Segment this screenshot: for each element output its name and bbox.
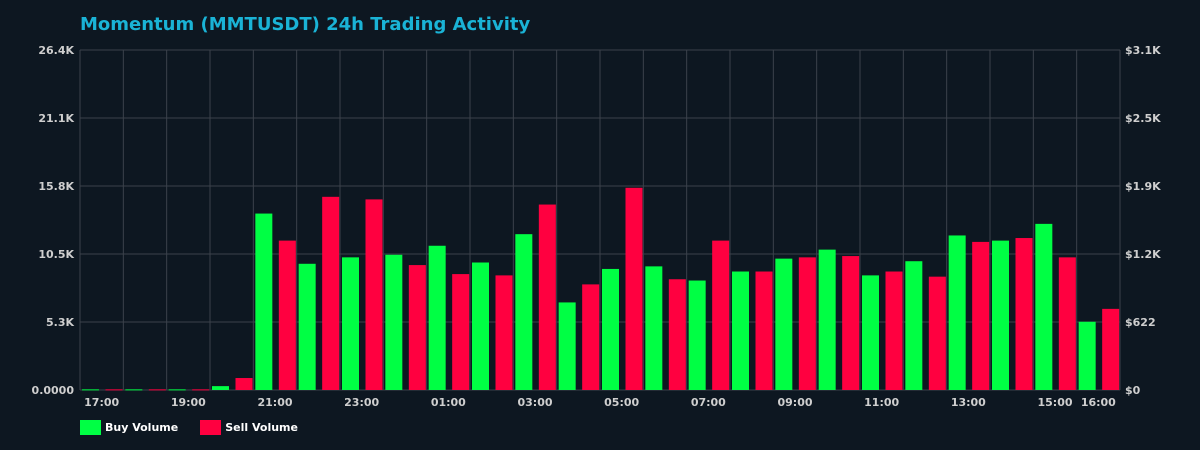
buy-volume-bar [212,386,229,390]
sell-volume-bar [928,276,946,390]
sell-volume-bar [842,256,860,390]
y2-tick-label: $0 [1125,384,1141,397]
buy-volume-bar [645,266,663,390]
sell-volume-bar [452,274,470,390]
y-tick-label: 21.1K [38,112,74,125]
x-tick-label: 09:00 [777,396,812,409]
y2-tick-label: $622 [1125,316,1156,329]
x-tick-label: 21:00 [257,396,292,409]
y-tick-label: 5.3K [46,316,74,329]
x-tick-label: 13:00 [951,396,986,409]
x-tick-label: 01:00 [431,396,466,409]
x-tick-label: 17:00 [84,396,119,409]
sell-volume-bar [278,240,296,390]
buy-volume-bar [342,257,359,390]
buy-volume-bar [905,261,923,390]
buy-volume-bar [472,262,489,390]
legend-item-buy: Buy Volume [80,420,178,435]
buy-volume-bar [385,254,403,390]
buy-volume-bar [818,249,836,390]
sell-volume-bar [625,187,643,390]
y-tick-label: 10.5K [38,248,74,261]
buy-volume-bar [125,389,143,391]
x-tick-label: 15:00 [1037,396,1072,409]
sell-volume-bar [365,199,383,390]
sell-volume-bar [105,389,123,391]
y2-tick-label: $2.5K [1125,112,1161,125]
buy-volume-bar [255,213,273,390]
sell-volume-bar [712,240,730,390]
x-tick-label: 07:00 [691,396,726,409]
legend: Buy Volume Sell Volume [80,420,298,435]
sell-volume-bar [235,378,253,390]
buy-volume-bar [602,268,619,390]
buy-volume-bar [688,280,706,390]
buy-volume-bar [515,234,533,390]
sell-volume-bar [582,284,600,390]
buy-volume-bar [298,263,316,390]
legend-label-sell: Sell Volume [225,421,298,434]
sell-volume-bar [755,271,773,390]
buy-volume-bar [862,275,879,390]
sell-volume-bar [495,275,513,390]
sell-volume-bar [408,265,426,390]
sell-volume-bar [668,279,686,390]
x-tick-label: 16:00 [1081,396,1116,409]
buy-volume-bar [558,302,576,390]
legend-swatch-sell [200,420,222,435]
sell-volume-bar [1015,238,1033,390]
legend-label-buy: Buy Volume [105,421,179,434]
legend-item-sell: Sell Volume [200,420,298,435]
chart-title: Momentum (MMTUSDT) 24h Trading Activity [80,14,531,35]
buy-volume-bar [428,245,446,390]
x-tick-label: 05:00 [604,396,639,409]
y-tick-label: 15.8K [38,180,74,193]
buy-volume-bar [1035,223,1053,390]
sell-volume-bar [972,241,990,390]
buy-volume-bar [168,389,186,391]
sell-volume-bar [1058,257,1076,390]
x-tick-label: 03:00 [517,396,552,409]
x-tick-label: 23:00 [344,396,379,409]
x-tick-label: 11:00 [864,396,899,409]
sell-volume-bar [148,389,166,391]
y2-tick-label: $1.9K [1125,180,1161,193]
sell-volume-bar [798,257,816,390]
buy-volume-bar [1078,321,1096,390]
buy-volume-bar [82,389,99,391]
sell-volume-bar [192,389,210,391]
sell-volume-bar [885,271,903,390]
buy-volume-bar [948,235,966,390]
y-tick-label: 26.4K [38,44,74,57]
buy-volume-bar [992,240,1009,390]
sell-volume-bar [538,204,556,390]
buy-volume-bar [775,258,793,390]
y2-tick-label: $1.2K [1125,248,1161,261]
legend-swatch-buy [80,420,101,435]
sell-volume-bar [1102,308,1120,390]
y2-tick-label: $3.1K [1125,44,1161,57]
y-tick-label: 0.0000 [32,384,75,397]
buy-volume-bar [732,271,749,390]
sell-volume-bar [322,196,340,390]
x-tick-label: 19:00 [171,396,206,409]
